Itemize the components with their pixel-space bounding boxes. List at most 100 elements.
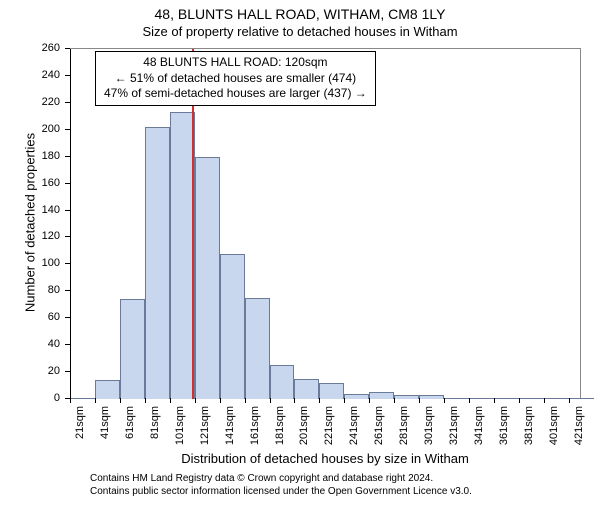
annotation-line-1: 48 BLUNTS HALL ROAD: 120sqm	[104, 55, 367, 71]
x-tick-mark	[319, 398, 320, 403]
histogram-bar	[519, 398, 544, 399]
histogram-bar	[444, 398, 469, 399]
x-tick-label: 221sqm	[323, 406, 335, 446]
histogram-bar	[220, 254, 245, 399]
x-axis-label: Distribution of detached houses by size …	[70, 451, 580, 466]
y-tick-mark	[65, 183, 70, 184]
histogram-bar	[569, 398, 594, 399]
histogram-bar	[344, 394, 369, 399]
x-tick-label: 141sqm	[224, 406, 236, 446]
y-tick-mark	[65, 156, 70, 157]
footnote: Contains HM Land Registry data © Crown c…	[90, 472, 472, 498]
x-tick-label: 241sqm	[348, 406, 360, 446]
histogram-bar	[95, 380, 120, 399]
histogram-bar	[245, 298, 270, 399]
x-tick-mark	[294, 398, 295, 403]
x-tick-label: 121sqm	[199, 406, 211, 446]
x-tick-mark	[120, 398, 121, 403]
x-tick-mark	[344, 398, 345, 403]
x-tick-mark	[444, 398, 445, 403]
footnote-line-1: Contains HM Land Registry data © Crown c…	[90, 472, 472, 485]
y-tick-label: 60	[0, 311, 60, 323]
y-tick-mark	[65, 236, 70, 237]
x-tick-label: 341sqm	[473, 406, 485, 446]
x-tick-label: 421sqm	[573, 406, 585, 446]
histogram-bar	[294, 379, 319, 399]
x-tick-label: 321sqm	[448, 406, 460, 446]
x-tick-label: 161sqm	[249, 406, 261, 446]
annotation-line-2: ← 51% of detached houses are smaller (47…	[104, 71, 367, 87]
y-axis-line	[70, 49, 71, 399]
x-tick-mark	[270, 398, 271, 403]
y-tick-label: 0	[0, 392, 60, 404]
x-tick-mark	[494, 398, 495, 403]
histogram-bar	[195, 157, 220, 399]
x-tick-mark	[544, 398, 545, 403]
y-tick-label: 260	[0, 42, 60, 54]
histogram-bar	[145, 127, 170, 399]
y-tick-label: 240	[0, 69, 60, 81]
y-tick-mark	[65, 344, 70, 345]
x-tick-label: 61sqm	[124, 406, 136, 446]
x-tick-label: 181sqm	[274, 406, 286, 446]
y-tick-label: 100	[0, 257, 60, 269]
y-tick-label: 40	[0, 338, 60, 350]
x-tick-label: 101sqm	[174, 406, 186, 446]
x-tick-label: 201sqm	[298, 406, 310, 446]
footnote-line-2: Contains public sector information licen…	[90, 485, 472, 498]
header: 48, BLUNTS HALL ROAD, WITHAM, CM8 1LY Si…	[0, 6, 600, 39]
x-tick-label: 361sqm	[498, 406, 510, 446]
y-tick-label: 80	[0, 284, 60, 296]
histogram-bar	[494, 398, 519, 399]
x-tick-mark	[95, 398, 96, 403]
histogram-bar	[469, 398, 494, 399]
histogram-bar	[319, 383, 344, 399]
histogram-bar	[120, 299, 145, 399]
histogram-bar	[369, 392, 394, 399]
x-tick-label: 381sqm	[523, 406, 535, 446]
y-tick-label: 160	[0, 177, 60, 189]
histogram-bar	[270, 365, 295, 399]
x-tick-mark	[220, 398, 221, 403]
histogram-bar	[394, 395, 419, 399]
y-tick-mark	[65, 210, 70, 211]
x-tick-mark	[369, 398, 370, 403]
x-tick-mark	[469, 398, 470, 403]
x-tick-label: 401sqm	[548, 406, 560, 446]
y-tick-mark	[65, 263, 70, 264]
x-tick-mark	[569, 398, 570, 403]
x-tick-mark	[70, 398, 71, 403]
page-title: 48, BLUNTS HALL ROAD, WITHAM, CM8 1LY	[0, 6, 600, 22]
x-tick-label: 41sqm	[99, 406, 111, 446]
x-tick-label: 21sqm	[74, 406, 86, 446]
histogram-bar	[170, 112, 195, 399]
y-tick-mark	[65, 317, 70, 318]
annotation-line-3: 47% of semi-detached houses are larger (…	[104, 86, 367, 102]
histogram-bar	[419, 395, 444, 399]
x-tick-label: 301sqm	[423, 406, 435, 446]
y-tick-label: 20	[0, 365, 60, 377]
x-tick-mark	[145, 398, 146, 403]
y-tick-label: 120	[0, 230, 60, 242]
x-tick-label: 261sqm	[373, 406, 385, 446]
y-tick-label: 200	[0, 123, 60, 135]
y-tick-label: 140	[0, 204, 60, 216]
histogram-bar	[70, 398, 95, 399]
y-tick-mark	[65, 129, 70, 130]
y-tick-mark	[65, 290, 70, 291]
histogram-bar	[544, 398, 569, 399]
x-tick-mark	[419, 398, 420, 403]
y-tick-mark	[65, 75, 70, 76]
x-tick-mark	[519, 398, 520, 403]
y-tick-label: 180	[0, 150, 60, 162]
page-subtitle: Size of property relative to detached ho…	[0, 24, 600, 39]
x-tick-mark	[170, 398, 171, 403]
x-tick-mark	[245, 398, 246, 403]
x-tick-mark	[195, 398, 196, 403]
y-tick-mark	[65, 102, 70, 103]
x-tick-label: 281sqm	[398, 406, 410, 446]
y-tick-mark	[65, 48, 70, 49]
x-tick-mark	[394, 398, 395, 403]
annotation-box: 48 BLUNTS HALL ROAD: 120sqm ← 51% of det…	[95, 51, 376, 106]
y-tick-mark	[65, 371, 70, 372]
